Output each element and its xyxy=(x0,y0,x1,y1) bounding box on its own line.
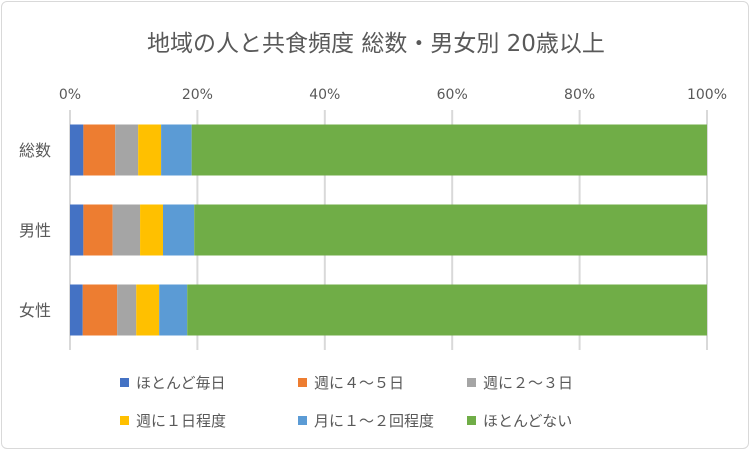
x-tick-label: 80% xyxy=(564,87,595,103)
bar-segment xyxy=(136,284,160,336)
legend-swatch xyxy=(298,416,307,425)
bar-segment xyxy=(194,204,708,256)
bar-segment xyxy=(140,204,164,256)
legend-label: ほとんど毎日 xyxy=(136,374,226,392)
bar-segment xyxy=(115,124,139,176)
legend-item: 週に４～５日 xyxy=(298,372,404,393)
x-tick-label: 20% xyxy=(182,87,213,103)
bar-segment xyxy=(138,124,162,176)
x-tick-label: 60% xyxy=(437,87,468,103)
bar-segment xyxy=(70,204,84,256)
legend-label: ほとんどない xyxy=(483,412,573,430)
chart-title: 地域の人と共食頻度 総数・男女別 20歳以上 xyxy=(147,31,605,57)
category-label: 総数 xyxy=(19,141,51,160)
legend-item: 週に１日程度 xyxy=(120,410,226,431)
category-label: 女性 xyxy=(19,301,51,320)
bar-segment xyxy=(112,204,141,256)
legend-label: 月に１～２回程度 xyxy=(314,412,435,430)
bar-segment xyxy=(159,284,188,336)
legend-label: 週に４～５日 xyxy=(314,374,405,392)
bar-segment xyxy=(83,124,116,176)
bar-segment xyxy=(70,284,83,336)
x-tick-label: 0% xyxy=(59,87,81,103)
x-tick-label: 100% xyxy=(687,87,727,103)
bar-segment xyxy=(163,204,195,256)
legend-item: ほとんどない xyxy=(467,410,572,431)
legend-item: 週に２～３日 xyxy=(467,372,573,393)
bar-segment xyxy=(117,284,137,336)
legend-label: 週に１日程度 xyxy=(136,412,227,430)
bar-segment xyxy=(70,124,84,176)
bar-segment xyxy=(187,284,707,336)
category-label: 男性 xyxy=(19,221,51,240)
bar-segment xyxy=(83,204,113,256)
legend-swatch xyxy=(120,416,129,425)
legend-swatch xyxy=(120,378,129,387)
legend-item: ほとんど毎日 xyxy=(120,372,226,393)
x-tick-label: 40% xyxy=(309,87,340,103)
bar-segment xyxy=(191,124,708,176)
legend-item: 月に１～２回程度 xyxy=(298,410,434,431)
bar-segment xyxy=(82,284,118,336)
legend-swatch xyxy=(467,416,476,425)
legend-swatch xyxy=(298,378,307,387)
bar-segment xyxy=(161,124,192,176)
legend-swatch xyxy=(467,378,476,387)
legend-label: 週に２～３日 xyxy=(483,374,574,392)
